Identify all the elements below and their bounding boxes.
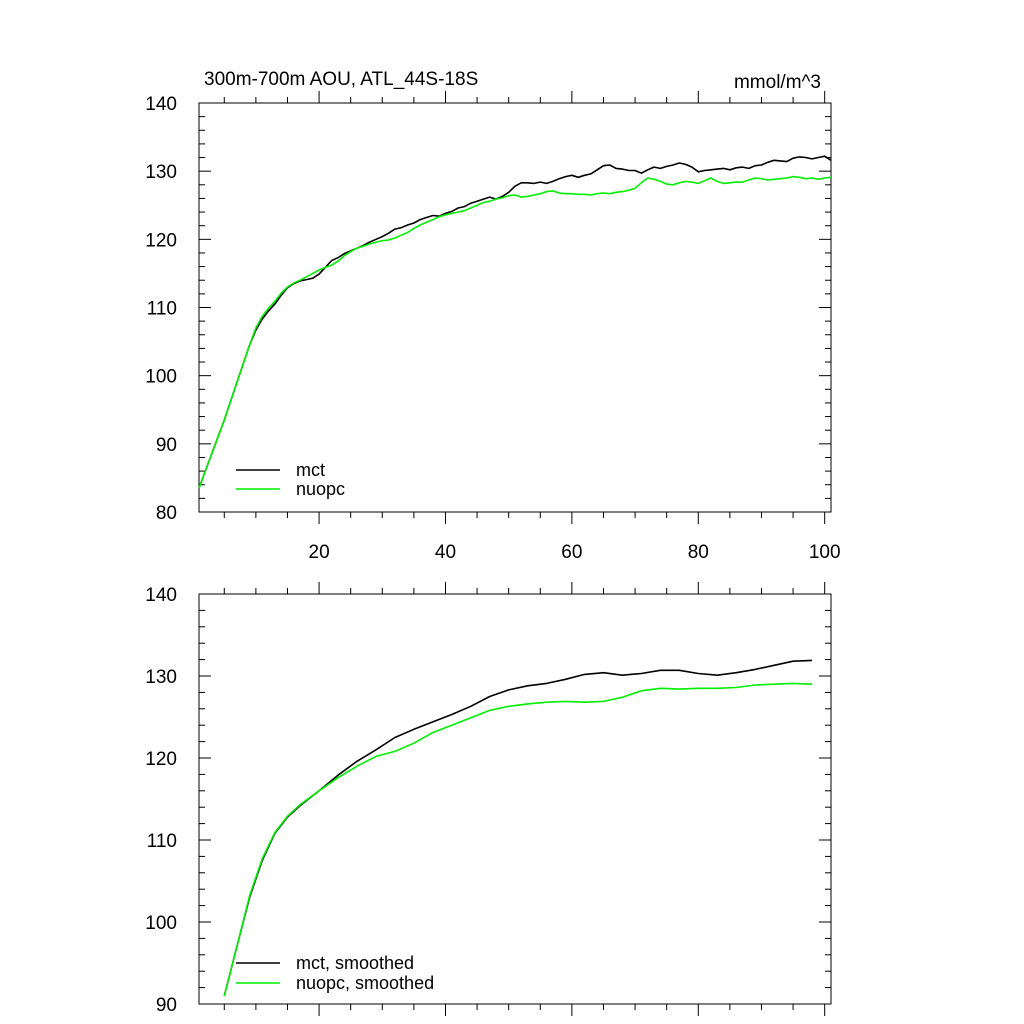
plot-frame [198,593,832,1005]
x-tick-label: 60 [561,542,582,563]
series-line-mct-smoothed [223,659,813,996]
y-tick-label: 110 [147,299,177,320]
legend-label: nuopc [296,479,345,499]
y-tick-label: 120 [145,230,177,251]
y-tick-label: 120 [145,749,177,770]
top-panel: 80 90 100 110 120 130 140 20 40 60 80 100 300m-700m … [145,69,840,563]
y-tick-label: 80 [156,503,177,524]
y-tick-label: 100 [145,913,177,934]
series-line-nuopc-smoothed [223,682,813,996]
series-line-mct [198,155,832,489]
y-tick-label: 90 [156,995,177,1016]
x-tick-label: 20 [309,542,330,563]
plot-frame [198,102,832,513]
y-tick-label: 130 [145,667,177,688]
units-label: mmol/m^3 [734,72,821,93]
x-tick-label: 100 [809,542,841,563]
legend-label: mct, smoothed [296,953,414,973]
x-tick-label: 40 [435,542,456,563]
legend-label: nuopc, smoothed [296,973,434,993]
y-tick-label: 130 [145,162,177,183]
chart-title: 300m-700m AOU, ATL_44S-18S [204,69,478,90]
y-tick-label: 140 [145,94,177,115]
y-tick-label: 110 [147,831,177,852]
series-line-nuopc [198,175,832,489]
y-tick-label: 90 [156,435,177,456]
y-tick-label: 140 [145,585,177,606]
x-tick-label: 80 [688,542,709,563]
y-tick-label: 100 [145,367,177,388]
legend-label: mct [296,460,325,480]
